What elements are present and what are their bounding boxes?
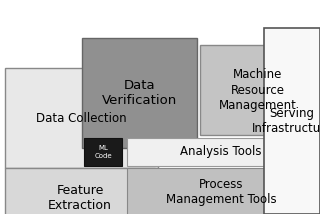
Bar <box>200 45 315 135</box>
Text: Analysis Tools: Analysis Tools <box>180 146 262 159</box>
Text: Data Collection: Data Collection <box>36 111 127 125</box>
Text: ML
Code: ML Code <box>94 146 112 159</box>
Text: Machine
Resource
Management: Machine Resource Management <box>219 68 296 111</box>
Text: Feature
Extraction: Feature Extraction <box>48 184 112 212</box>
Text: Data
Verification: Data Verification <box>102 79 177 107</box>
Bar <box>264 28 320 214</box>
Bar <box>127 138 315 166</box>
Text: Serving
Infrastructu...: Serving Infrastructu... <box>252 107 320 135</box>
Bar <box>127 168 315 214</box>
Bar <box>84 138 122 166</box>
Bar <box>5 68 158 168</box>
Text: Process
Management Tools: Process Management Tools <box>166 178 276 206</box>
Bar <box>82 38 197 148</box>
Bar <box>5 168 155 214</box>
